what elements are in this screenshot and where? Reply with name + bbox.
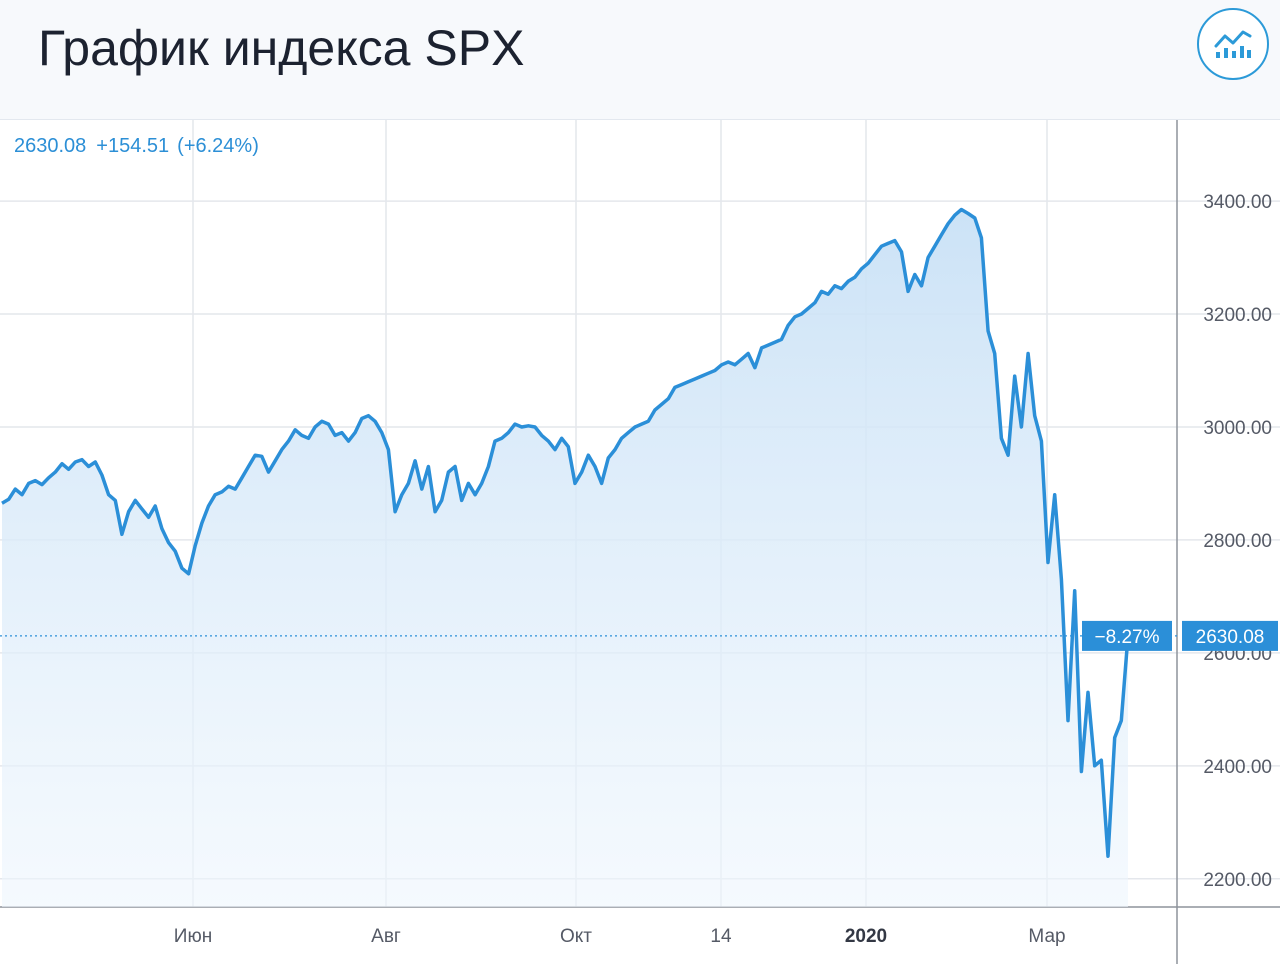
quote-readout: 2630.08 +154.51 (+6.24%): [14, 135, 259, 157]
price-badge: 2630.08: [1182, 620, 1278, 651]
area-path: [2, 209, 1128, 907]
y-tick-label: 3000.00: [1203, 418, 1272, 439]
x-tick-label: 2020: [845, 926, 887, 947]
area-fill: [2, 209, 1128, 907]
pct-badge: −8.27%: [1082, 620, 1172, 651]
quote-change: +154.51: [96, 135, 169, 157]
quote-last: 2630.08: [14, 135, 86, 157]
y-tick-label: 2400.00: [1203, 757, 1272, 778]
y-axis: 3400.003200.003000.002800.002600.002400.…: [1203, 192, 1272, 891]
price-badge-label: 2630.08: [1196, 627, 1265, 648]
y-tick-label: 3200.00: [1203, 305, 1272, 326]
pct-badge-label: −8.27%: [1095, 627, 1160, 648]
y-tick-label: 3400.00: [1203, 192, 1272, 213]
page-title: График индекса SPX: [38, 20, 525, 76]
x-tick-label: 14: [710, 926, 732, 947]
quote-change-pct: (+6.24%): [177, 135, 259, 157]
x-axis: Июн Авг Окт 14 2020 Мар: [174, 926, 1066, 947]
y-tick-label: 2200.00: [1203, 870, 1272, 891]
x-tick-label: Мар: [1028, 926, 1065, 947]
x-tick-label: Июн: [174, 926, 212, 947]
header: График индекса SPX: [0, 0, 1280, 120]
series-line-path: [1, 207, 1130, 858]
line-bar-chart-icon: [1214, 30, 1252, 58]
series-line: [1, 207, 1130, 858]
y-tick-label: 2800.00: [1203, 531, 1272, 552]
x-tick-label: Авг: [371, 926, 401, 947]
price-chart[interactable]: 3400.003200.003000.002800.002600.002400.…: [0, 120, 1280, 964]
chart-type-toggle-button[interactable]: [1197, 8, 1269, 80]
x-tick-label: Окт: [560, 926, 592, 947]
